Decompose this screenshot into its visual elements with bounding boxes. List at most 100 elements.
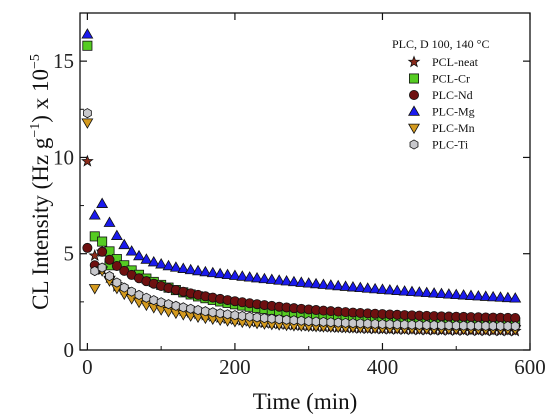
data-point bbox=[156, 297, 166, 308]
data-point bbox=[90, 265, 100, 277]
data-point bbox=[82, 40, 93, 51]
data-point bbox=[348, 318, 358, 329]
data-point bbox=[267, 313, 277, 324]
data-point bbox=[295, 276, 308, 287]
data-point bbox=[103, 216, 116, 227]
data-point bbox=[215, 308, 225, 319]
data-point bbox=[341, 317, 350, 328]
legend-label: PLC-Mg bbox=[432, 105, 475, 119]
data-point bbox=[118, 238, 131, 250]
data-point bbox=[422, 319, 432, 331]
x-tick-label: 200 bbox=[219, 355, 251, 379]
data-points bbox=[81, 28, 522, 337]
data-point bbox=[333, 317, 343, 328]
data-point bbox=[177, 262, 190, 273]
data-point bbox=[413, 286, 426, 297]
y-tick-label: 5 bbox=[64, 242, 75, 266]
data-point bbox=[186, 303, 196, 314]
data-point bbox=[252, 312, 262, 323]
y-axis-ticks: 0 5 10 15 bbox=[53, 49, 530, 362]
data-point bbox=[428, 287, 441, 298]
data-point bbox=[501, 291, 514, 303]
data-point bbox=[97, 246, 108, 257]
data-point bbox=[260, 313, 269, 324]
legend-label: PLC-Nd bbox=[432, 88, 473, 102]
data-point bbox=[369, 282, 382, 294]
data-point bbox=[236, 270, 249, 281]
data-point bbox=[133, 249, 146, 261]
data-point bbox=[243, 271, 256, 282]
data-point bbox=[509, 292, 522, 303]
data-point bbox=[105, 271, 114, 282]
data-point bbox=[223, 309, 232, 320]
data-point bbox=[88, 284, 101, 295]
data-point bbox=[473, 320, 483, 331]
data-point bbox=[199, 265, 212, 277]
data-point bbox=[140, 253, 153, 264]
data-point bbox=[326, 317, 336, 328]
data-point bbox=[88, 209, 101, 220]
data-point bbox=[237, 310, 247, 322]
data-point bbox=[149, 295, 159, 306]
data-point bbox=[459, 320, 468, 331]
data-point bbox=[147, 255, 160, 267]
data-point bbox=[479, 290, 492, 301]
data-point bbox=[510, 321, 520, 332]
x-tick-label: 400 bbox=[367, 355, 399, 379]
legend-label: PCL-neat bbox=[432, 55, 479, 69]
data-point bbox=[378, 319, 387, 330]
y-axis-title-exp: −5 bbox=[28, 54, 43, 69]
data-point bbox=[442, 288, 455, 299]
data-point bbox=[265, 273, 278, 284]
legend-marker bbox=[408, 90, 419, 101]
legend-marker bbox=[407, 55, 421, 68]
data-point bbox=[472, 289, 485, 301]
data-point bbox=[97, 262, 107, 273]
data-point bbox=[201, 306, 210, 317]
data-point bbox=[319, 316, 328, 327]
data-point bbox=[346, 281, 359, 292]
data-point bbox=[258, 272, 271, 284]
data-point bbox=[363, 318, 373, 329]
data-point bbox=[398, 285, 411, 296]
data-point bbox=[221, 268, 234, 280]
data-point bbox=[127, 286, 137, 297]
data-point bbox=[142, 292, 151, 303]
data-point bbox=[89, 231, 100, 242]
data-point bbox=[230, 310, 240, 321]
data-point bbox=[414, 319, 424, 330]
y-tick-label: 15 bbox=[53, 49, 74, 73]
legend-label: PLC-Ti bbox=[432, 138, 469, 152]
data-point bbox=[481, 320, 491, 331]
data-point bbox=[82, 242, 93, 253]
data-point bbox=[494, 291, 507, 302]
data-point bbox=[81, 28, 94, 39]
data-point bbox=[383, 283, 396, 295]
data-point bbox=[407, 319, 417, 330]
data-point bbox=[81, 154, 94, 167]
data-point bbox=[457, 289, 470, 300]
data-point bbox=[464, 289, 477, 300]
legend-marker bbox=[408, 105, 420, 116]
data-point bbox=[496, 320, 505, 332]
data-point bbox=[178, 302, 188, 313]
data-point bbox=[192, 264, 205, 276]
data-point bbox=[193, 304, 203, 316]
data-point bbox=[391, 284, 404, 295]
data-point bbox=[310, 277, 323, 289]
data-point bbox=[355, 318, 365, 329]
x-axis-title: Time (min) bbox=[253, 389, 358, 414]
data-point bbox=[112, 277, 122, 288]
data-point bbox=[435, 287, 448, 299]
data-point bbox=[450, 288, 463, 300]
data-point bbox=[385, 319, 395, 330]
y-tick-label: 10 bbox=[53, 145, 74, 169]
legend-label: PCL-Cr bbox=[432, 72, 470, 86]
data-point bbox=[273, 274, 286, 285]
data-point bbox=[282, 314, 291, 325]
data-point bbox=[437, 320, 446, 331]
data-point bbox=[169, 261, 182, 272]
data-point bbox=[96, 197, 109, 208]
data-point bbox=[400, 319, 409, 330]
